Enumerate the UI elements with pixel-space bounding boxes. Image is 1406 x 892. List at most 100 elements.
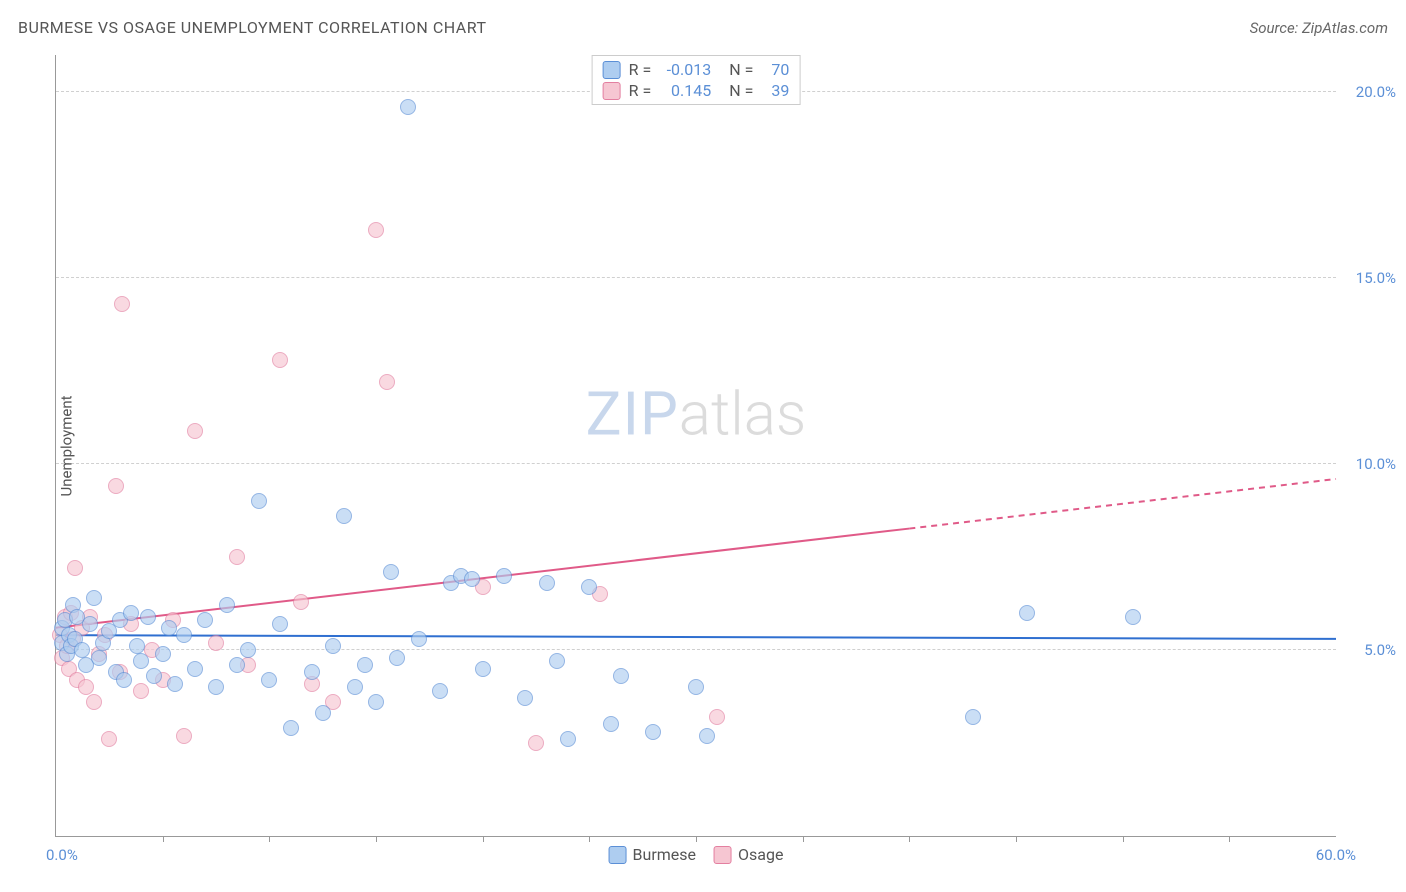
burmese-point xyxy=(336,508,352,524)
chart-area: ZIPatlas 5.0%10.0%15.0%20.0% R =-0.013N … xyxy=(55,55,1336,837)
burmese-point xyxy=(82,616,98,632)
x-tick xyxy=(1229,836,1230,842)
burmese-point xyxy=(432,683,448,699)
burmese-point xyxy=(283,720,299,736)
stat-r-value: 0.145 xyxy=(659,81,711,100)
legend-item-osage: Osage xyxy=(714,845,783,864)
burmese-point xyxy=(133,653,149,669)
burmese-point xyxy=(581,579,597,595)
osage-point xyxy=(709,709,725,725)
burmese-point xyxy=(219,597,235,613)
osage-point xyxy=(368,222,384,238)
burmese-point xyxy=(539,575,555,591)
burmese-point xyxy=(699,728,715,744)
osage-point xyxy=(176,728,192,744)
x-tick xyxy=(1016,836,1017,842)
burmese-point xyxy=(240,642,256,658)
y-tick-label: 5.0% xyxy=(1341,641,1396,659)
x-tick xyxy=(803,836,804,842)
burmese-point xyxy=(304,664,320,680)
x-tick xyxy=(696,836,697,842)
burmese-point xyxy=(208,679,224,695)
trend-lines xyxy=(56,55,1336,836)
burmese-point xyxy=(613,668,629,684)
burmese-swatch-icon xyxy=(603,61,621,79)
burmese-point xyxy=(1125,609,1141,625)
plot-region: ZIPatlas 5.0%10.0%15.0%20.0% R =-0.013N … xyxy=(55,55,1336,837)
x-axis-min-label: 0.0% xyxy=(46,846,78,864)
stat-r-label: R = xyxy=(629,81,652,100)
legend-label: Burmese xyxy=(633,845,696,864)
osage-point xyxy=(114,296,130,312)
burmese-point xyxy=(197,612,213,628)
osage-point xyxy=(86,694,102,710)
burmese-point xyxy=(645,724,661,740)
burmese-point xyxy=(1019,605,1035,621)
burmese-point xyxy=(129,638,145,654)
burmese-point xyxy=(368,694,384,710)
stats-row: R = 0.145 N = 39 xyxy=(603,81,790,100)
osage-point xyxy=(528,735,544,751)
burmese-point xyxy=(155,646,171,662)
burmese-point xyxy=(400,99,416,115)
osage-point xyxy=(101,731,117,747)
legend-item-burmese: Burmese xyxy=(609,845,696,864)
burmese-point xyxy=(517,690,533,706)
burmese-point xyxy=(325,638,341,654)
stat-n-value: 39 xyxy=(761,81,789,100)
burmese-point xyxy=(74,642,90,658)
y-tick-label: 15.0% xyxy=(1341,269,1396,287)
burmese-point xyxy=(91,650,107,666)
burmese-swatch-icon xyxy=(609,846,627,864)
stat-r-value: -0.013 xyxy=(659,60,711,79)
x-tick xyxy=(909,836,910,842)
stat-n-value: 70 xyxy=(761,60,789,79)
x-tick xyxy=(589,836,590,842)
burmese-point xyxy=(315,705,331,721)
burmese-point xyxy=(549,653,565,669)
burmese-point xyxy=(229,657,245,673)
osage-point xyxy=(208,635,224,651)
trend-line xyxy=(909,479,1336,529)
x-tick xyxy=(269,836,270,842)
x-tick xyxy=(1123,836,1124,842)
osage-point xyxy=(67,560,83,576)
burmese-point xyxy=(146,668,162,684)
stat-n-label: N = xyxy=(729,81,753,100)
burmese-point xyxy=(965,709,981,725)
osage-point xyxy=(229,549,245,565)
burmese-point xyxy=(389,650,405,666)
osage-point xyxy=(379,374,395,390)
legend-label: Osage xyxy=(738,845,783,864)
burmese-point xyxy=(251,493,267,509)
chart-title: BURMESE VS OSAGE UNEMPLOYMENT CORRELATIO… xyxy=(18,18,487,37)
x-tick xyxy=(483,836,484,842)
burmese-point xyxy=(560,731,576,747)
osage-point xyxy=(293,594,309,610)
burmese-point xyxy=(496,568,512,584)
burmese-point xyxy=(357,657,373,673)
osage-swatch-icon xyxy=(714,846,732,864)
burmese-point xyxy=(261,672,277,688)
osage-swatch-icon xyxy=(603,82,621,100)
stats-row: R = -0.013 N = 70 xyxy=(603,60,790,79)
y-tick-label: 10.0% xyxy=(1341,455,1396,473)
burmese-point xyxy=(603,716,619,732)
stat-r-label: R = xyxy=(629,60,652,79)
osage-point xyxy=(78,679,94,695)
stat-n-label: N = xyxy=(729,60,753,79)
burmese-point xyxy=(464,571,480,587)
burmese-point xyxy=(161,620,177,636)
burmese-point xyxy=(167,676,183,692)
x-tick xyxy=(163,836,164,842)
x-axis-max-label: 60.0% xyxy=(1316,846,1356,864)
stats-box: R = -0.013 N = 70 R = 0.145 N = 39 xyxy=(592,55,801,105)
y-axis-label: Unemployment xyxy=(58,395,76,496)
burmese-point xyxy=(140,609,156,625)
x-tick xyxy=(376,836,377,842)
burmese-point xyxy=(123,605,139,621)
burmese-point xyxy=(116,672,132,688)
burmese-point xyxy=(347,679,363,695)
burmese-point xyxy=(187,661,203,677)
osage-point xyxy=(187,423,203,439)
